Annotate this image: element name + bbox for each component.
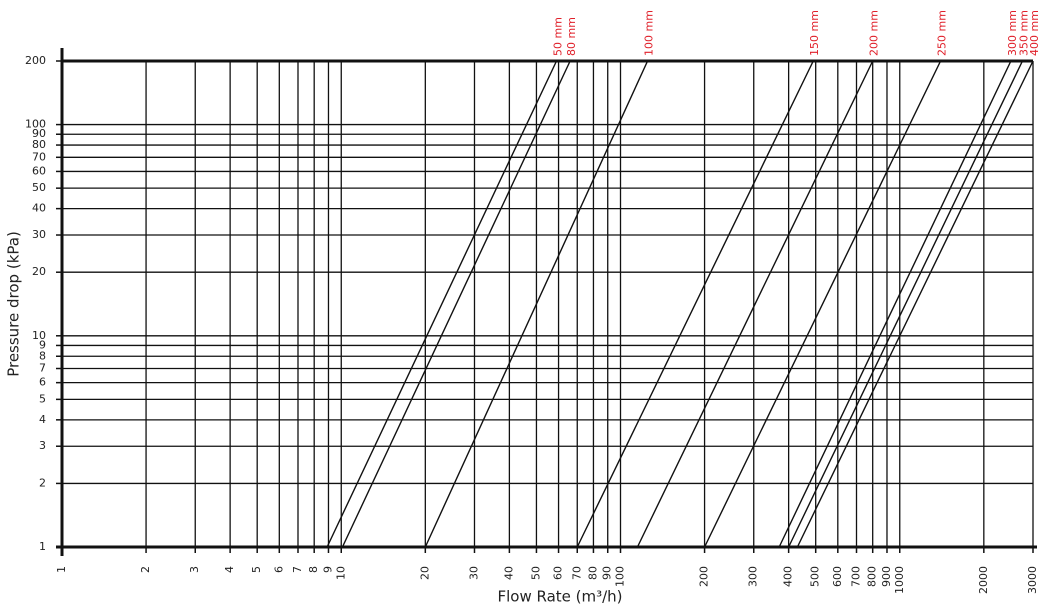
y-tick-label: 9	[39, 338, 46, 351]
y-tick-label: 40	[32, 202, 46, 215]
y-tick-label: 60	[32, 164, 46, 177]
line-label: 50 mm	[552, 17, 565, 56]
x-tick-label: 300	[747, 566, 760, 587]
y-tick-label: 90	[32, 127, 46, 140]
line-label: 200 mm	[868, 10, 881, 56]
y-tick-label: 20	[32, 265, 46, 278]
x-tick-label: 90	[601, 566, 614, 580]
x-tick-label: 2000	[977, 566, 990, 594]
x-tick-label: 8	[307, 566, 320, 573]
x-tick-label: 7	[291, 566, 304, 573]
x-tick-label: 30	[467, 566, 480, 580]
x-tick-label: 200	[698, 566, 711, 587]
x-tick-label: 400	[782, 566, 795, 587]
x-tick-label: 9	[321, 566, 334, 573]
x-tick-label: 80	[586, 566, 599, 580]
x-tick-label: 40	[502, 566, 515, 580]
y-tick-label: 80	[32, 138, 46, 151]
line-label: 400 mm	[1028, 10, 1041, 56]
y-tick-label: 6	[39, 376, 46, 389]
y-tick-label: 70	[32, 150, 46, 163]
y-tick-label: 200	[25, 54, 46, 67]
line-label: 300 mm	[1006, 10, 1019, 56]
line	[341, 60, 571, 548]
line	[778, 60, 1012, 548]
x-tick-label: 1000	[893, 566, 906, 594]
line	[636, 60, 874, 548]
x-tick-label: 800	[866, 566, 879, 587]
y-tick-label: 10	[32, 329, 46, 342]
y-tick-label: 50	[32, 181, 46, 194]
x-tick-label: 100	[614, 566, 627, 587]
line	[788, 60, 1024, 548]
line-label: 100 mm	[643, 10, 656, 56]
line	[703, 60, 942, 548]
line-label: 250 mm	[936, 10, 949, 56]
x-tick-label: 10	[334, 566, 347, 580]
y-tick-label: 5	[39, 392, 46, 405]
x-tick-label: 500	[809, 566, 822, 587]
y-tick-label: 8	[39, 349, 46, 362]
x-tick-label: 60	[552, 566, 565, 580]
x-tick-label: 50	[529, 566, 542, 580]
x-tick-label: 20	[418, 566, 431, 580]
line-label: 80 mm	[565, 17, 578, 56]
x-tick-label: 4	[223, 566, 236, 573]
y-tick-label: 100	[25, 118, 46, 131]
y-axis-title: Pressure drop (kPa)	[5, 231, 23, 377]
x-axis-title: Flow Rate (m³/h)	[497, 588, 622, 606]
x-tick-label: 70	[570, 566, 583, 580]
x-tick-label: 900	[880, 566, 893, 587]
x-tick-label: 1	[55, 566, 68, 573]
y-tick-label: 2	[39, 476, 46, 489]
y-tick-label: 3	[39, 439, 46, 452]
x-tick-label: 700	[850, 566, 863, 587]
line-label: 150 mm	[808, 10, 821, 56]
x-tick-label: 600	[831, 566, 844, 587]
x-tick-label: 5	[250, 566, 263, 573]
line-label: 350 mm	[1017, 10, 1030, 56]
line	[424, 60, 649, 548]
y-tick-label: 7	[39, 362, 46, 375]
line	[326, 60, 558, 548]
x-tick-label: 6	[272, 566, 285, 573]
y-tick-label: 4	[39, 413, 46, 426]
y-tick-label: 1	[39, 540, 46, 553]
x-tick-label: 3	[188, 566, 201, 573]
line	[576, 60, 814, 548]
x-tick-label: 3000	[1026, 566, 1039, 594]
x-tick-label: 2	[139, 566, 152, 573]
line	[796, 60, 1034, 548]
y-tick-label: 30	[32, 228, 46, 241]
